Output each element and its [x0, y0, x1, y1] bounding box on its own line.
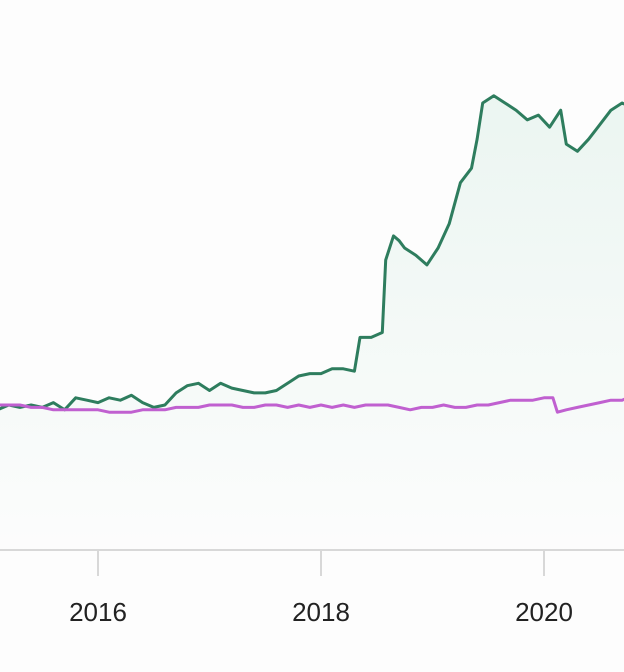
x-tick-label: 2016: [69, 597, 127, 627]
x-tick-label: 2018: [292, 597, 350, 627]
x-tick-label: 2020: [515, 597, 573, 627]
series-a-area: [0, 95, 624, 550]
series-b-line: [0, 396, 624, 414]
series-a-line: [0, 94, 624, 412]
